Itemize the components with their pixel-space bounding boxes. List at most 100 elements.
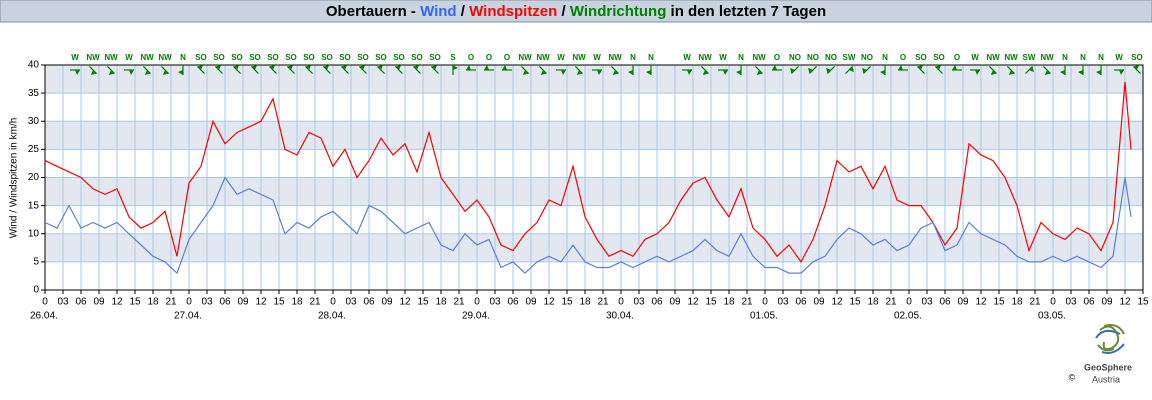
x-tick-label: 15	[1137, 297, 1149, 308]
direction-arrow	[1060, 65, 1066, 75]
direction-arrow	[484, 65, 494, 71]
arrow-flag	[862, 67, 867, 74]
direction-arrow	[124, 69, 134, 75]
direction-arrow	[701, 66, 709, 75]
direction-arrow	[233, 65, 241, 74]
x-tick-label: 12	[111, 297, 123, 308]
direction-arrow	[628, 65, 634, 75]
arrow-flag	[576, 70, 583, 75]
direction-label: NW	[1040, 53, 1054, 62]
arrow-flag	[702, 70, 709, 75]
x-tick-label: 21	[885, 297, 897, 308]
direction-arrow	[251, 65, 259, 74]
direction-arrow	[161, 66, 169, 75]
arrow-shaft	[845, 66, 853, 74]
arrow-flag	[808, 67, 813, 74]
x-tick-label: 03	[1065, 297, 1077, 308]
copyright: ©	[1069, 372, 1076, 382]
direction-arrow	[70, 69, 80, 75]
arrow-flag	[898, 65, 903, 70]
arrow-flag	[129, 70, 134, 75]
direction-label: N	[1062, 53, 1068, 62]
x-tick-label: 18	[579, 297, 591, 308]
direction-label: SO	[357, 53, 369, 62]
arrow-flag	[144, 70, 151, 75]
y-axis-label: Wind / Windspitzen in km/h	[9, 118, 20, 239]
x-tick-label: 18	[435, 297, 447, 308]
direction-arrow	[646, 65, 652, 75]
arrow-flag	[287, 65, 294, 70]
direction-label: SO	[213, 53, 225, 62]
x-tick-label: 15	[273, 297, 285, 308]
direction-label: N	[1098, 53, 1104, 62]
direction-label: NW	[752, 53, 766, 62]
arrow-flag	[323, 65, 330, 70]
direction-label: SO	[195, 53, 207, 62]
direction-label: SW	[1023, 53, 1036, 62]
arrow-flag	[1044, 70, 1051, 75]
date-label: 28.04.	[318, 311, 346, 322]
direction-arrow	[790, 66, 799, 74]
direction-label: N	[738, 53, 744, 62]
direction-arrow	[575, 66, 583, 75]
x-tick-label: 0	[42, 297, 48, 308]
arrow-flag	[359, 65, 366, 70]
x-tick-label: 09	[669, 297, 681, 308]
date-label: 27.04.	[174, 311, 202, 322]
x-tick-label: 09	[525, 297, 537, 308]
x-tick-label: 0	[762, 297, 768, 308]
direction-arrow	[1096, 65, 1102, 75]
band	[45, 177, 1143, 206]
arrow-flag	[1008, 70, 1015, 75]
direction-label: NO	[789, 53, 801, 62]
title-part: /	[557, 3, 570, 20]
arrow-flag	[723, 70, 728, 75]
direction-label: NW	[536, 53, 550, 62]
title-part: /	[457, 3, 470, 20]
arrow-flag	[395, 65, 402, 70]
arrow-flag	[377, 65, 384, 70]
direction-arrow	[521, 66, 529, 75]
x-tick-label: 18	[291, 297, 303, 308]
arrow-flag	[826, 67, 831, 74]
arrow-shaft	[1133, 66, 1141, 74]
x-tick-label: 03	[489, 297, 501, 308]
arrow-flag	[413, 65, 420, 70]
arrow-flag	[772, 65, 777, 70]
x-tick-label: 18	[1011, 297, 1023, 308]
arrow-flag	[1119, 70, 1124, 75]
arrow-shaft	[269, 66, 277, 74]
direction-arrow	[1007, 66, 1015, 75]
direction-arrow	[755, 66, 763, 75]
direction-label: SO	[411, 53, 423, 62]
x-tick-label: 12	[1119, 297, 1131, 308]
arrow-flag	[952, 65, 957, 70]
x-tick-label: 12	[687, 297, 699, 308]
arrow-flag	[1029, 66, 1034, 73]
arrow-flag	[736, 70, 741, 75]
direction-label: SO	[339, 53, 351, 62]
x-tick-label: 06	[651, 297, 663, 308]
direction-label: W	[557, 53, 565, 62]
x-tick-label: 0	[906, 297, 912, 308]
direction-label: W	[719, 53, 727, 62]
direction-label: NW	[572, 53, 586, 62]
arrow-flag	[612, 70, 619, 75]
date-label: 30.04.	[606, 311, 634, 322]
direction-arrow	[341, 65, 349, 74]
direction-label: SO	[285, 53, 297, 62]
x-tick-label: 03	[345, 297, 357, 308]
title-part: Windrichtung	[570, 3, 667, 20]
direction-label: NW	[698, 53, 712, 62]
direction-arrow	[287, 65, 295, 74]
arrow-shaft	[791, 66, 799, 74]
x-tick-label: 18	[723, 297, 735, 308]
direction-arrow	[808, 66, 817, 74]
direction-label: O	[954, 53, 960, 62]
title-part: Windspitzen	[469, 3, 557, 20]
direction-label: NW	[608, 53, 622, 62]
logo-name: GeoSphere	[1084, 362, 1132, 372]
arrow-flag	[646, 70, 651, 75]
x-tick-label: 21	[741, 297, 753, 308]
